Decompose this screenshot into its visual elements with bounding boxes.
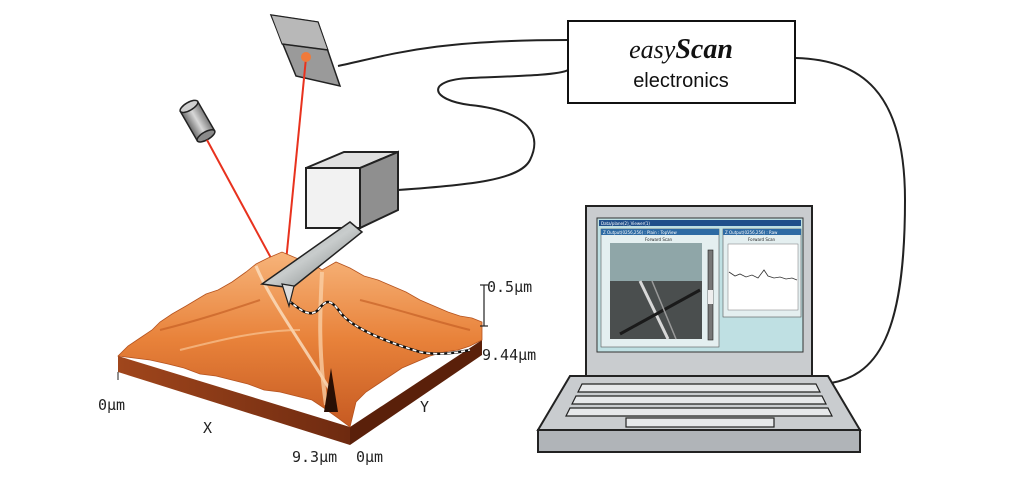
screen-right-panel-title: Z Output(0256,256) : Raw [725, 230, 778, 235]
line-profile-trace [728, 269, 798, 281]
screen-left-panel-subtitle: Forward Scan [645, 237, 673, 242]
surface-ridge-5 [179, 329, 301, 351]
y-axis-label: Y [420, 398, 429, 416]
laser-spot [301, 52, 311, 62]
easyscan-brand: easyScan [629, 34, 733, 65]
electronics-label: electronics [633, 70, 729, 92]
keyboard-row-1 [577, 383, 821, 393]
easyscan-electronics-box: easyScan electronics [567, 20, 796, 104]
cantilever [260, 221, 364, 309]
surface-ridge-4 [359, 299, 471, 331]
x-max-label: 9.3μm [292, 448, 337, 466]
surface-right-face [350, 340, 482, 445]
line-profile-plot [727, 243, 799, 311]
scan-image-feature-2 [619, 288, 701, 336]
z-axis-bracket [480, 284, 488, 327]
screen-right-panel-subtitle: Forward Scan [748, 237, 776, 242]
laser-source [179, 99, 216, 143]
scanner-cube [305, 150, 399, 230]
touchpad [625, 417, 775, 428]
surface-ridge-2 [318, 271, 328, 406]
screen-window-title: Data/plane(2)_Viewer(1) [601, 221, 650, 226]
afm-tip [281, 283, 295, 309]
photodetector [269, 14, 342, 88]
scan-trace-dashes [287, 299, 471, 355]
scanner-cable [397, 69, 569, 191]
afm-surface-plot [117, 251, 483, 445]
reflected-laser-beam [283, 57, 307, 283]
scan-image-feature-1 [638, 280, 670, 340]
screen-left-panel-title: Z Output(0256,256) : Plain : TopView [603, 230, 677, 235]
detector-cable [337, 39, 569, 67]
computer-cable [795, 57, 907, 385]
x-min-label: 0μm [98, 396, 125, 414]
y-max-label: 9.44μm [482, 346, 536, 364]
z-max-label: 0.5μm [487, 278, 532, 296]
x-axis-label: X [203, 419, 212, 437]
scan-image-top [610, 243, 702, 281]
keyboard-row-3 [565, 407, 833, 417]
surface-ridge-3 [159, 299, 261, 331]
scan-image-feature-3 [651, 280, 677, 340]
y-min-label: 0μm [356, 448, 383, 466]
keyboard-row-2 [571, 395, 827, 405]
surface-ridge-1 [254, 265, 332, 391]
laptop: Data/plane(2)_Viewer(1) Z Output(0256,25… [536, 205, 862, 453]
surface-spike [324, 368, 338, 412]
surface-front-face [118, 356, 350, 445]
